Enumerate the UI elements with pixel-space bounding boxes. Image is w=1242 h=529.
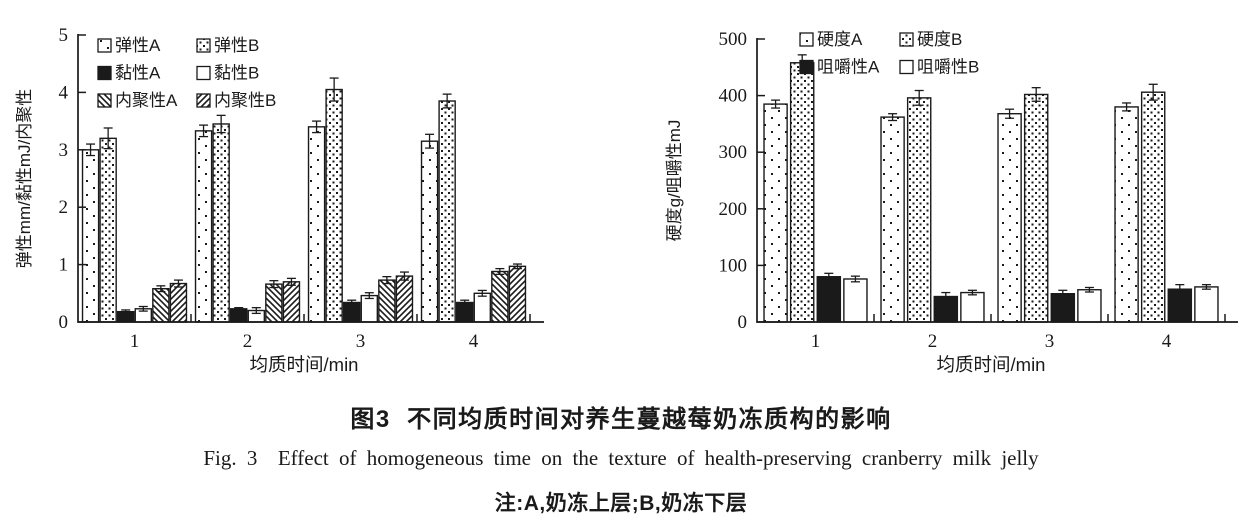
svg-text:咀嚼性B: 咀嚼性B <box>917 58 979 77</box>
svg-text:弹性mm/黏性mJ/内聚性: 弹性mm/黏性mJ/内聚性 <box>15 89 34 268</box>
svg-text:1: 1 <box>130 331 140 352</box>
svg-text:4: 4 <box>59 82 69 103</box>
svg-text:弹性A: 弹性A <box>115 36 161 55</box>
svg-text:1: 1 <box>811 331 821 352</box>
svg-text:3: 3 <box>59 140 69 161</box>
svg-text:4: 4 <box>1162 331 1172 352</box>
svg-text:弹性B: 弹性B <box>214 36 259 55</box>
svg-text:500: 500 <box>719 29 748 50</box>
svg-text:0: 0 <box>59 312 69 333</box>
svg-text:300: 300 <box>719 142 748 163</box>
svg-text:均质时间/min: 均质时间/min <box>250 354 359 375</box>
svg-text:2: 2 <box>928 331 938 352</box>
svg-text:100: 100 <box>719 255 748 276</box>
figure-note: 注:A,奶冻上层;B,奶冻下层 <box>494 492 748 515</box>
svg-text:均质时间/min: 均质时间/min <box>937 354 1046 375</box>
svg-text:200: 200 <box>719 199 748 220</box>
svg-text:5: 5 <box>59 25 69 46</box>
svg-text:0: 0 <box>738 312 748 333</box>
figure-caption-cn: 图3 不同均质时间对养生蔓越莓奶冻质构的影响 <box>350 406 892 433</box>
svg-text:硬度g/咀嚼性mJ: 硬度g/咀嚼性mJ <box>665 120 684 242</box>
svg-text:内聚性B: 内聚性B <box>214 91 276 110</box>
svg-text:3: 3 <box>1045 331 1055 352</box>
svg-text:400: 400 <box>719 86 748 107</box>
svg-text:4: 4 <box>469 331 479 352</box>
svg-text:硬度B: 硬度B <box>917 30 962 49</box>
svg-text:黏性B: 黏性B <box>214 64 259 83</box>
hardness-chewiness-bar-chart: 0 100 200 300 400 500 1 2 3 4 均质时间/min 硬度g/咀嚼性mJ 硬度A… <box>665 29 1238 375</box>
figure-caption-en: Fig. 3 Effect of homogeneous time on the… <box>203 446 1039 470</box>
svg-text:1: 1 <box>59 255 69 276</box>
svg-text:内聚性A: 内聚性A <box>115 91 178 110</box>
svg-text:2: 2 <box>243 331 253 352</box>
svg-text:咀嚼性A: 咀嚼性A <box>817 58 880 77</box>
svg-text:硬度A: 硬度A <box>817 30 863 49</box>
svg-text:2: 2 <box>59 197 69 218</box>
elasticity-stickiness-cohesiveness-bar-chart: 0 1 2 3 4 5 1 2 3 4 均质时间/min 弹性mm/黏性mJ/内聚性 弹性A 弹性B 黏性A… <box>15 25 544 375</box>
svg-text:3: 3 <box>356 331 366 352</box>
svg-text:黏性A: 黏性A <box>115 64 161 83</box>
